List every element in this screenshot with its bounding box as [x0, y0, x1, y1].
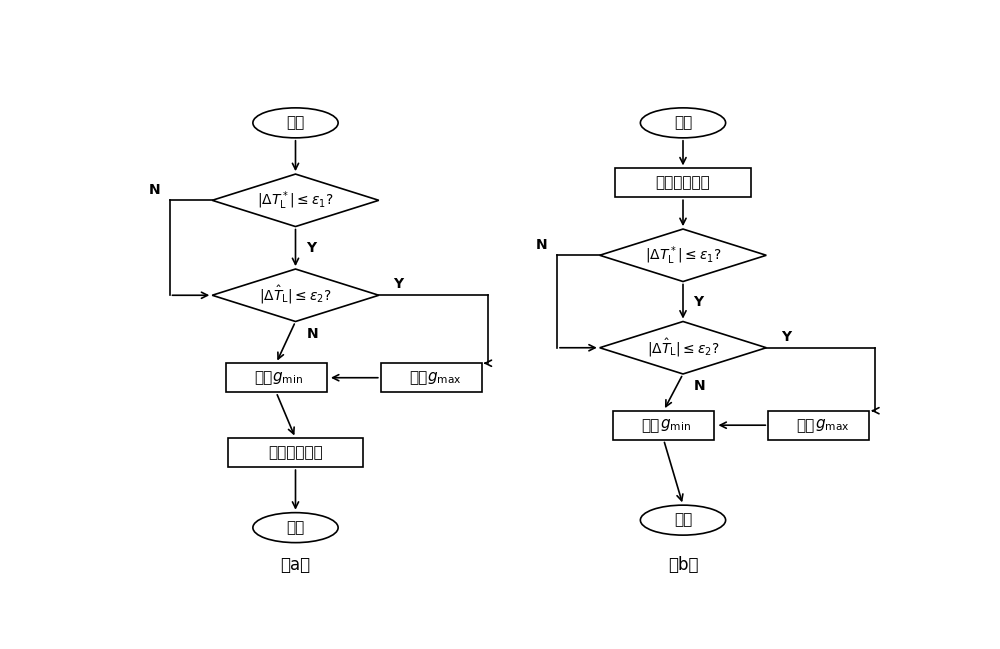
Text: 开始: 开始 [674, 116, 692, 130]
Bar [613, 411, 714, 439]
Text: （a）: （a） [280, 556, 311, 574]
Text: $|\Delta T_\mathrm{L}^*| \leq \varepsilon_1$?: $|\Delta T_\mathrm{L}^*| \leq \varepsilo… [645, 244, 721, 267]
Bar [226, 363, 326, 392]
Text: 选取: 选取 [409, 370, 427, 386]
Text: 选取: 选取 [642, 418, 660, 433]
Bar [381, 363, 482, 392]
Text: $g_\mathrm{min}$: $g_\mathrm{min}$ [272, 370, 303, 386]
Text: N: N [536, 238, 547, 252]
Text: N: N [694, 380, 706, 393]
Text: 选取: 选取 [796, 418, 815, 433]
Text: Y: Y [781, 330, 791, 344]
Text: 转矩观测辨识: 转矩观测辨识 [268, 445, 323, 460]
Text: $g_\mathrm{min}$: $g_\mathrm{min}$ [660, 417, 691, 433]
Text: Y: Y [393, 277, 403, 291]
Text: 开始: 开始 [286, 116, 305, 130]
Text: （b）: （b） [668, 556, 698, 574]
Text: $g_\mathrm{max}$: $g_\mathrm{max}$ [427, 370, 462, 386]
Text: 结束: 结束 [286, 520, 305, 535]
Text: $|\Delta \hat{T}_\mathrm{L}| \leq \varepsilon_2$?: $|\Delta \hat{T}_\mathrm{L}| \leq \varep… [259, 284, 332, 306]
Text: $|\Delta \hat{T}_\mathrm{L}| \leq \varepsilon_2$?: $|\Delta \hat{T}_\mathrm{L}| \leq \varep… [647, 337, 719, 359]
Text: Y: Y [693, 295, 704, 308]
Text: N: N [307, 327, 318, 341]
Text: 选取: 选取 [254, 370, 272, 386]
Text: $|\Delta T_\mathrm{L}^*| \leq \varepsilon_1$?: $|\Delta T_\mathrm{L}^*| \leq \varepsilo… [257, 189, 334, 212]
Bar [768, 411, 869, 439]
Text: N: N [148, 183, 160, 197]
Text: $g_\mathrm{max}$: $g_\mathrm{max}$ [815, 417, 849, 433]
Text: 结束: 结束 [674, 513, 692, 528]
Bar [615, 168, 751, 197]
Bar [228, 438, 363, 467]
Text: 转矩观测辨识: 转矩观测辨识 [656, 175, 710, 190]
Text: Y: Y [306, 241, 316, 255]
